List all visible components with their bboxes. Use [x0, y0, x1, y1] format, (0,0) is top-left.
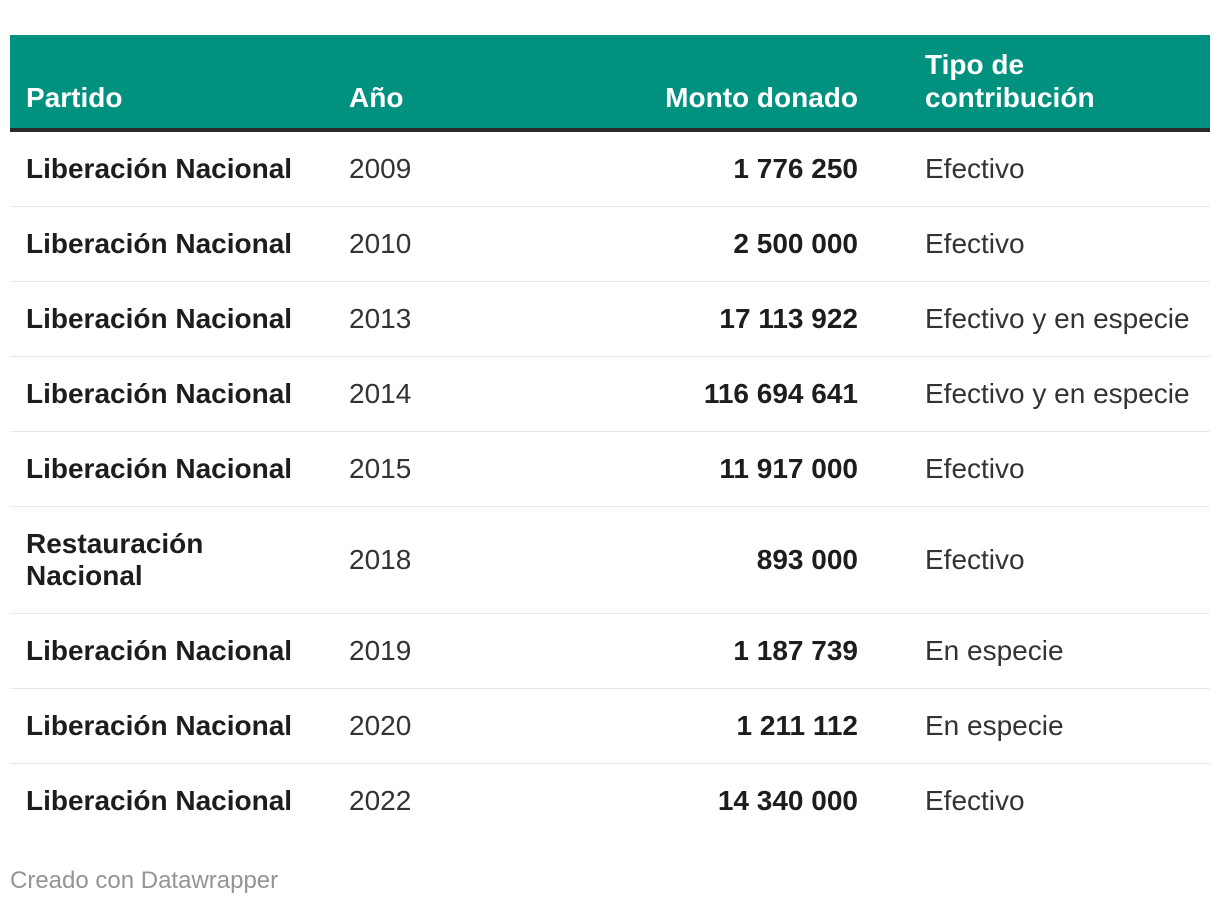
column-header-tipo-label: Tipo de contribución [925, 49, 1095, 113]
datawrapper-attribution-link[interactable]: Creado con Datawrapper [10, 867, 279, 894]
cell-monto: 1 187 739 [535, 613, 890, 689]
cell-tipo: Efectivo y en especie [890, 356, 1210, 432]
cell-monto: 14 340 000 [717, 785, 858, 816]
column-header-monto-label: Monto donado [665, 82, 858, 113]
cell-monto: 17 113 922 [535, 281, 890, 357]
cell-partido: Liberación Nacional [10, 688, 320, 764]
table-row: Liberación Nacional 2015 11 917 000 Efec… [10, 431, 1210, 507]
cell-partido: Restauración Nacional [10, 506, 320, 614]
cell-tipo: Efectivo [890, 130, 1210, 207]
table-header: Partido Año Monto donado Tipo de contrib… [10, 35, 1210, 132]
cell-monto: 1 776 250 [535, 130, 890, 207]
cell-ano: 2019 [320, 613, 535, 689]
cell-tipo: Efectivo [890, 431, 1210, 507]
cell-monto: 11 917 000 [535, 431, 890, 507]
attribution: Creado con Datawrapper [10, 866, 1220, 896]
cell-ano: 2013 [320, 281, 535, 357]
cell-partido: Liberación Nacional [10, 431, 320, 507]
cell-tipo: En especie [890, 613, 1210, 689]
column-header-ano: Año [320, 35, 535, 132]
table-row: Liberación Nacional 2020 1 211 112 En es… [10, 688, 1210, 764]
table-body: Liberación Nacional 2009 1 776 250 Efect… [10, 130, 1210, 838]
header-row: Partido Año Monto donado Tipo de contrib… [10, 35, 1210, 132]
table-row: Restauración Nacional 2018 893 000 Efect… [10, 506, 1210, 614]
cell-monto: 893 000 [535, 506, 890, 614]
cell-tipo: En especie [890, 688, 1210, 764]
cell-ano: 2014 [320, 356, 535, 432]
cell-ano: 2018 [320, 506, 535, 614]
cell-tipo: Efectivo y en especie [890, 281, 1210, 357]
cell-partido: Liberación Nacional [10, 613, 320, 689]
table-row: Liberación Nacional 2013 17 113 922 Efec… [10, 281, 1210, 357]
cell-monto: 2 500 000 [535, 206, 890, 282]
cell-partido: Liberación Nacional [26, 785, 293, 816]
column-header-monto: Monto donado [535, 35, 890, 132]
cell-ano: 2020 [320, 688, 535, 764]
table-row: Liberación Nacional 2014 116 694 641 Efe… [10, 356, 1210, 432]
cell-monto: 116 694 641 [535, 356, 890, 432]
cell-monto: 1 211 112 [535, 688, 890, 764]
cell-ano: 2022 [349, 785, 412, 816]
cell-tipo: Efectivo [890, 506, 1210, 614]
column-header-partido: Partido [10, 35, 320, 132]
table-row: Liberación Nacional 2019 1 187 739 En es… [10, 613, 1210, 689]
table-row: Liberación Nacional 2009 1 776 250 Efect… [10, 130, 1210, 207]
cell-ano: 2015 [320, 431, 535, 507]
column-header-ano-label: Año [349, 82, 404, 113]
column-header-tipo: Tipo de contribución [890, 35, 1210, 132]
table-row: Liberación Nacional 2022 14 340 000 Efec… [10, 764, 1210, 839]
cell-partido: Liberación Nacional [10, 281, 320, 357]
cell-partido: Liberación Nacional [10, 130, 320, 207]
table-row: Liberación Nacional 2010 2 500 000 Efect… [10, 206, 1210, 282]
cell-tipo: Efectivo [925, 785, 1025, 816]
cell-ano: 2010 [320, 206, 535, 282]
column-header-partido-label: Partido [26, 82, 123, 113]
cell-partido: Liberación Nacional [10, 356, 320, 432]
cell-tipo: Efectivo [890, 206, 1210, 282]
donations-table: Partido Año Monto donado Tipo de contrib… [10, 35, 1210, 838]
cell-partido: Liberación Nacional [10, 206, 320, 282]
cell-ano: 2009 [320, 130, 535, 207]
